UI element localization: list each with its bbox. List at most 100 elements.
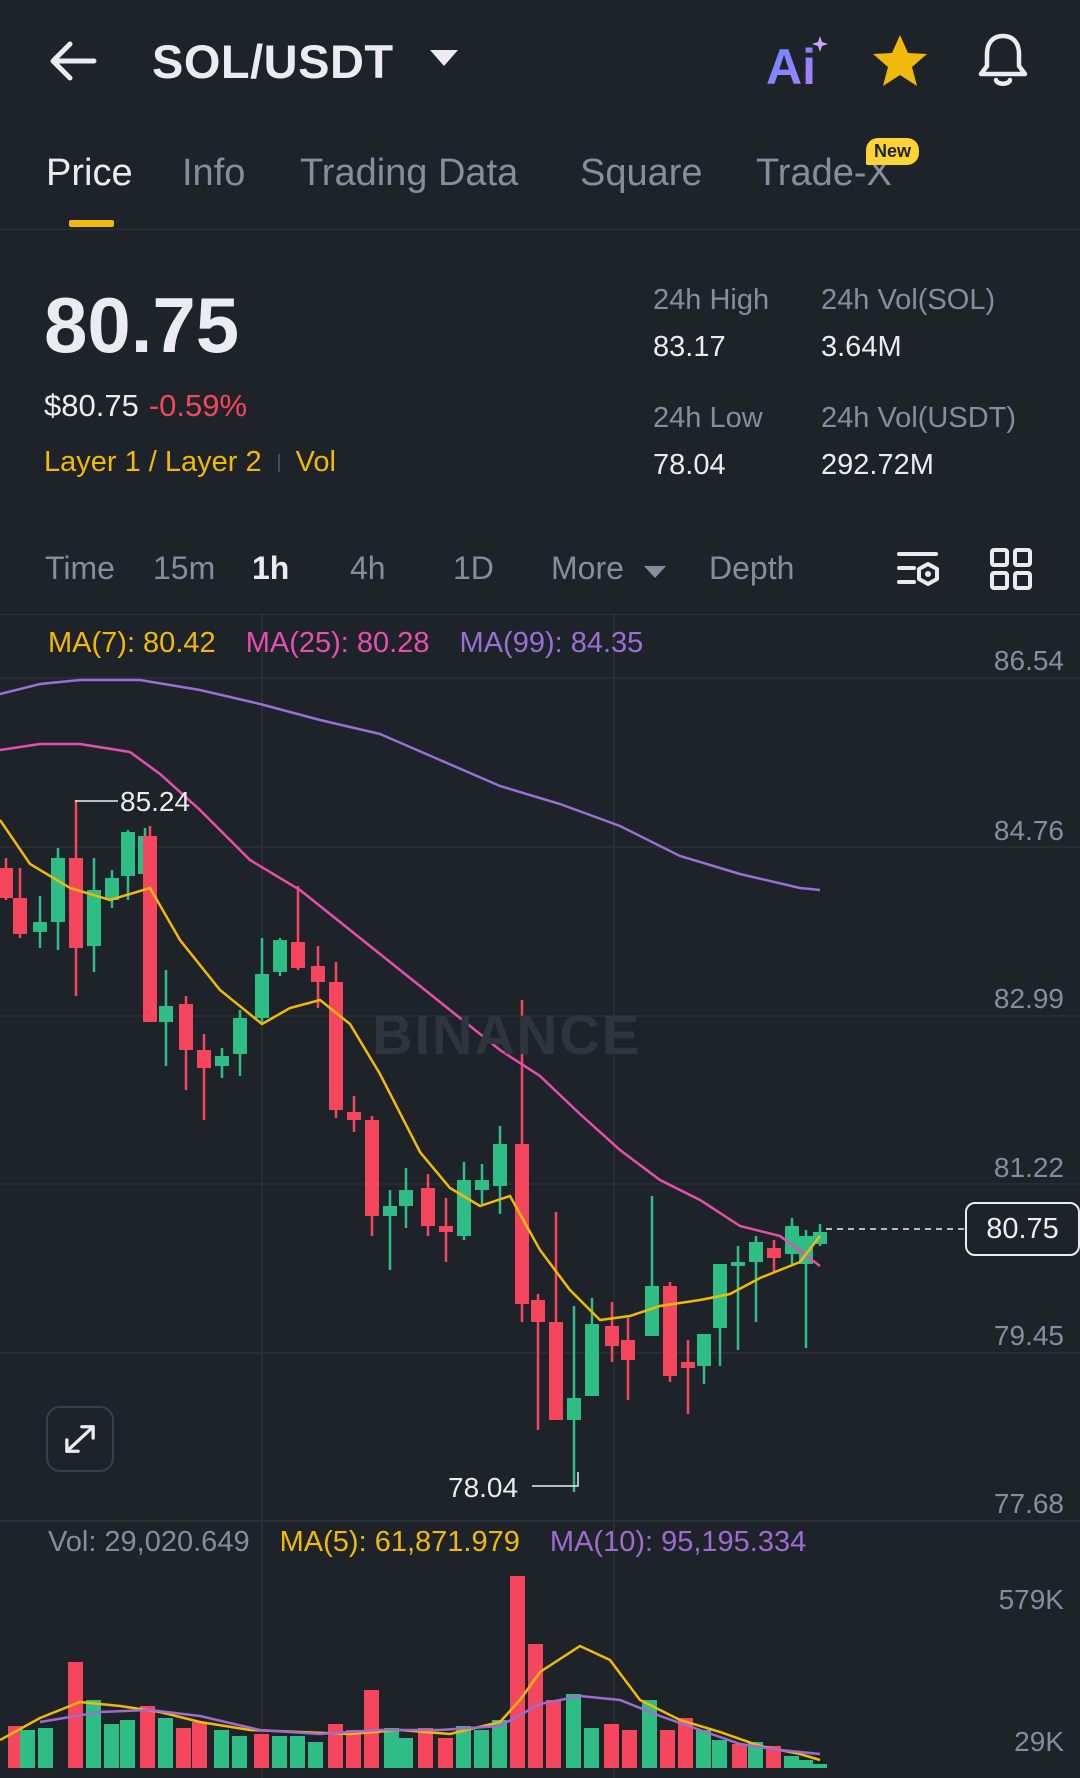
volume-bar bbox=[140, 1706, 155, 1768]
candle-down bbox=[621, 1340, 635, 1360]
volume-bar bbox=[566, 1694, 581, 1768]
volume-bar bbox=[8, 1726, 23, 1768]
candle-up bbox=[585, 1324, 599, 1396]
depth-tab[interactable]: Depth bbox=[709, 550, 795, 586]
interval-1d[interactable]: 1D bbox=[453, 550, 494, 586]
tag-layer[interactable]: Layer 1 / Layer 2 bbox=[44, 446, 262, 478]
volume-bar bbox=[622, 1730, 637, 1768]
vol-sol-value: 3.64M bbox=[821, 331, 902, 363]
volume-bar bbox=[642, 1700, 657, 1768]
price-change: -0.59% bbox=[148, 388, 248, 423]
candle-down bbox=[767, 1248, 781, 1258]
layout-grid-icon[interactable] bbox=[990, 548, 1032, 590]
candle-up bbox=[383, 1206, 397, 1216]
fullscreen-expand-icon[interactable] bbox=[46, 1406, 114, 1472]
candle-down bbox=[13, 898, 27, 934]
candle-up bbox=[273, 940, 287, 972]
volume-bar bbox=[418, 1728, 433, 1768]
ai-label: Ai bbox=[766, 39, 816, 90]
volume-bar bbox=[104, 1724, 119, 1768]
bell-icon[interactable] bbox=[976, 30, 1030, 90]
interval-time[interactable]: Time bbox=[45, 550, 115, 586]
high-marker-line bbox=[75, 800, 118, 802]
ma99-value: MA(99): 84.35 bbox=[459, 627, 644, 659]
candle-up bbox=[475, 1180, 489, 1190]
interval-bar: Time 15m 1h 4h 1D More Depth bbox=[0, 540, 1080, 600]
tab-trading-data[interactable]: Trading Data bbox=[300, 152, 519, 194]
volume-bar bbox=[456, 1726, 471, 1768]
candle-down bbox=[531, 1300, 545, 1322]
last-price: 80.75 bbox=[44, 281, 240, 369]
tab-info[interactable]: Info bbox=[182, 152, 246, 194]
tab-square[interactable]: Square bbox=[580, 152, 703, 194]
ai-icon[interactable]: Ai bbox=[764, 34, 830, 90]
volume-bar bbox=[748, 1742, 763, 1768]
candle-down bbox=[365, 1120, 379, 1216]
interval-1h[interactable]: 1h bbox=[252, 550, 290, 586]
chevron-down-icon[interactable] bbox=[430, 50, 458, 66]
volume-bar bbox=[20, 1730, 35, 1768]
volume-bar bbox=[120, 1720, 135, 1768]
candle-down bbox=[549, 1322, 563, 1420]
candle-up bbox=[87, 890, 101, 946]
volume-bar bbox=[384, 1728, 399, 1768]
volume-bar bbox=[766, 1746, 781, 1768]
ma25-value: MA(25): 80.28 bbox=[245, 627, 430, 659]
vol-usdt-value: 292.72M bbox=[821, 449, 934, 481]
volume-bar bbox=[346, 1730, 361, 1768]
candlestick-chart[interactable] bbox=[0, 615, 1080, 1778]
candle-up bbox=[457, 1180, 471, 1236]
volume-bar bbox=[492, 1720, 507, 1768]
axis-label: 82.99 bbox=[993, 983, 1064, 1014]
chart-settings-icon[interactable] bbox=[896, 548, 942, 592]
volume-bar bbox=[438, 1738, 453, 1768]
volume-bar bbox=[510, 1576, 525, 1768]
last-price-marker: 80.75 bbox=[965, 1202, 1080, 1256]
candle-down bbox=[605, 1326, 619, 1346]
star-icon[interactable] bbox=[870, 32, 930, 90]
volume-bar bbox=[546, 1700, 561, 1768]
volume-bar bbox=[192, 1722, 207, 1768]
volume-bar bbox=[712, 1740, 727, 1768]
axis-label: 79.45 bbox=[993, 1320, 1064, 1351]
active-tab-indicator bbox=[69, 220, 114, 227]
category-tags: Layer 1 / Layer 2 Vol bbox=[44, 446, 336, 479]
usd-price-line: $80.75 -0.59% bbox=[44, 388, 247, 424]
volume-bar bbox=[678, 1718, 693, 1768]
more-caret-icon[interactable] bbox=[644, 566, 666, 578]
axis-label: 77.68 bbox=[993, 1488, 1064, 1519]
candle-up bbox=[645, 1286, 659, 1336]
interval-more[interactable]: More bbox=[551, 550, 624, 586]
candle-up bbox=[493, 1144, 507, 1186]
high-value: 83.17 bbox=[653, 331, 726, 363]
candle-down bbox=[515, 1144, 529, 1304]
interval-15m[interactable]: 15m bbox=[153, 550, 216, 586]
candle-up bbox=[233, 1018, 247, 1054]
tag-vol[interactable]: Vol bbox=[295, 446, 336, 478]
volume-value: Vol: 29,020.649 bbox=[48, 1526, 250, 1558]
candle-up bbox=[399, 1190, 413, 1206]
tab-bar: Price Info Trading Data Square Trade-X N… bbox=[0, 138, 1080, 230]
pair-selector[interactable]: SOL/USDT bbox=[152, 35, 394, 88]
candle-up bbox=[33, 922, 47, 932]
candle-down bbox=[681, 1362, 695, 1368]
volume-bar bbox=[214, 1730, 229, 1768]
volume-bar bbox=[474, 1730, 489, 1768]
low-marker-label: 78.04 bbox=[448, 1472, 519, 1503]
volume-bar bbox=[38, 1728, 53, 1768]
usd-price: $80.75 bbox=[44, 388, 139, 423]
vol-sol-label: 24h Vol(SOL) bbox=[821, 284, 996, 316]
header: SOL/USDT Ai bbox=[0, 0, 1080, 126]
candle-up bbox=[567, 1398, 581, 1420]
candle-down bbox=[0, 868, 13, 898]
volume-legend: Vol: 29,020.649 MA(5): 61,871.979 MA(10)… bbox=[48, 1526, 828, 1559]
candle-up bbox=[121, 832, 135, 876]
tab-price[interactable]: Price bbox=[46, 152, 133, 194]
interval-4h[interactable]: 4h bbox=[350, 550, 386, 586]
ma7-line bbox=[0, 819, 821, 1322]
candle-up bbox=[255, 974, 269, 1018]
back-arrow-icon[interactable] bbox=[44, 36, 104, 86]
candle-down bbox=[329, 982, 343, 1110]
volume-bar bbox=[86, 1700, 101, 1768]
volume-bar bbox=[584, 1728, 599, 1768]
